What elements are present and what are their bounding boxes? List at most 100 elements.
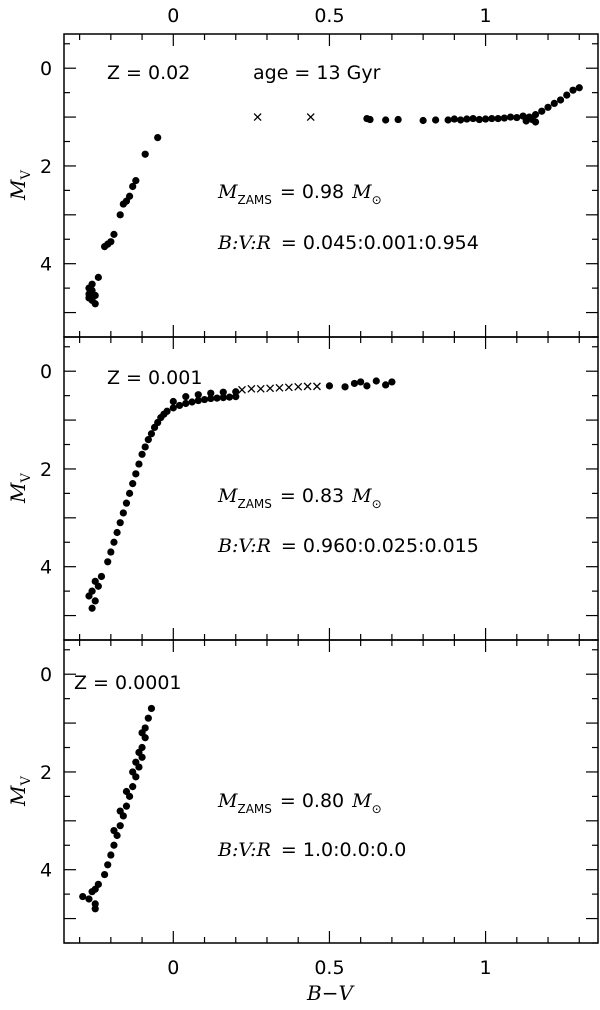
y-tick-label: 2 bbox=[40, 459, 52, 481]
y-tick-label: 2 bbox=[40, 762, 52, 784]
data-point bbox=[207, 394, 215, 403]
mass-value: = 0.98 bbox=[280, 181, 344, 203]
data-point bbox=[135, 460, 143, 468]
ratio-label: B:V:R bbox=[217, 839, 271, 861]
data-point bbox=[104, 558, 112, 566]
data-point bbox=[575, 84, 583, 92]
x-axis-label: B−V bbox=[306, 981, 355, 1005]
data-point bbox=[219, 388, 227, 396]
data-point bbox=[556, 96, 565, 104]
x-tick-label-bottom: 1 bbox=[480, 957, 492, 979]
data-point bbox=[116, 807, 124, 815]
y-axis-label-bottom: MV bbox=[6, 775, 34, 806]
data-point bbox=[357, 378, 365, 386]
data-point bbox=[444, 116, 452, 124]
y-tick-label: 0 bbox=[40, 361, 52, 383]
data-point bbox=[138, 450, 146, 458]
data-point bbox=[116, 822, 124, 830]
data-point bbox=[372, 377, 380, 385]
data-point bbox=[363, 382, 371, 390]
x-tick-label-top: 0 bbox=[167, 5, 179, 27]
data-point bbox=[147, 430, 156, 438]
data-point bbox=[88, 888, 96, 896]
data-point bbox=[494, 114, 502, 123]
data-point bbox=[213, 394, 221, 402]
data-point bbox=[469, 114, 477, 123]
panel-0-age: age = 13 Gyr bbox=[253, 62, 381, 84]
data-point-cross bbox=[275, 383, 284, 392]
sun-symbol: ⊙ bbox=[372, 497, 382, 511]
sun-symbol: ⊙ bbox=[372, 193, 382, 207]
y-tick-label: 4 bbox=[40, 557, 52, 579]
data-point bbox=[569, 86, 577, 94]
y-tick-label: 0 bbox=[40, 58, 52, 80]
data-point bbox=[225, 393, 234, 401]
ratio-value: = 0.045:0.001:0.954 bbox=[281, 232, 479, 254]
ratio-value: = 1.0:0.0:0.0 bbox=[281, 839, 406, 861]
data-point bbox=[135, 748, 143, 757]
data-point bbox=[488, 114, 496, 123]
data-point bbox=[194, 396, 202, 405]
data-point bbox=[450, 115, 458, 123]
data-point bbox=[456, 116, 465, 124]
data-point bbox=[188, 398, 196, 406]
data-point bbox=[419, 116, 427, 125]
data-point bbox=[104, 861, 112, 869]
data-point bbox=[169, 397, 177, 406]
data-point bbox=[85, 592, 93, 600]
data-point-cross bbox=[303, 382, 312, 391]
panel-2-metallicity: Z = 0.0001 bbox=[74, 672, 182, 694]
data-point bbox=[175, 401, 184, 410]
data-point bbox=[394, 115, 402, 124]
data-point bbox=[219, 394, 227, 402]
mass-subscript: ZAMS bbox=[237, 497, 271, 511]
data-point-cross bbox=[312, 382, 321, 391]
ratio-label: B:V:R bbox=[217, 535, 271, 557]
data-point bbox=[110, 230, 118, 238]
data-point-cross bbox=[247, 384, 256, 393]
data-point bbox=[125, 489, 134, 497]
data-point bbox=[91, 300, 99, 308]
data-point bbox=[506, 113, 515, 121]
data-point bbox=[122, 787, 131, 796]
data-point bbox=[94, 273, 102, 281]
data-point bbox=[500, 114, 508, 122]
data-point bbox=[79, 892, 87, 901]
data-point bbox=[132, 177, 140, 185]
data-point bbox=[132, 470, 140, 478]
mass-symbol: M bbox=[217, 181, 238, 203]
data-point bbox=[232, 388, 240, 396]
data-point bbox=[563, 91, 571, 99]
data-point bbox=[350, 379, 359, 388]
panel-2-ratio-annotation: B:V:R = 1.0:0.0:0.0 bbox=[217, 839, 406, 861]
sun-symbol: ⊙ bbox=[372, 802, 382, 816]
tick-labels: 0 2 4 0 2 4 0 2 4 0 0 0.5 0.5 1 1 bbox=[40, 5, 492, 979]
data-point bbox=[141, 150, 149, 158]
data-point bbox=[182, 399, 190, 408]
panel-0-metallicity: Z = 0.02 bbox=[107, 62, 190, 84]
data-point bbox=[382, 381, 390, 389]
data-point bbox=[119, 509, 127, 517]
data-point-cross bbox=[294, 382, 303, 391]
mass-value: = 0.80 bbox=[280, 790, 344, 812]
data-point bbox=[107, 851, 115, 859]
data-point bbox=[91, 597, 99, 605]
data-point bbox=[107, 548, 115, 556]
data-point bbox=[129, 182, 137, 191]
mass-unit: M bbox=[351, 790, 372, 812]
data-point bbox=[138, 729, 146, 737]
x-tick-label-top: 1 bbox=[480, 5, 492, 27]
data-point bbox=[110, 538, 118, 546]
panel-0-mass-annotation: MZAMS = 0.98 M⊙ bbox=[217, 181, 382, 207]
data-point bbox=[388, 378, 396, 386]
mass-unit: M bbox=[351, 485, 372, 507]
x-tick-label-bottom: 0 bbox=[167, 957, 179, 979]
data-point bbox=[163, 407, 171, 415]
y-axis-label-top: MV bbox=[6, 169, 34, 200]
data-points bbox=[79, 84, 583, 913]
data-point bbox=[129, 480, 137, 488]
data-point bbox=[200, 395, 209, 404]
data-point bbox=[116, 519, 124, 527]
data-point bbox=[116, 211, 124, 219]
data-point-cross bbox=[238, 385, 246, 394]
